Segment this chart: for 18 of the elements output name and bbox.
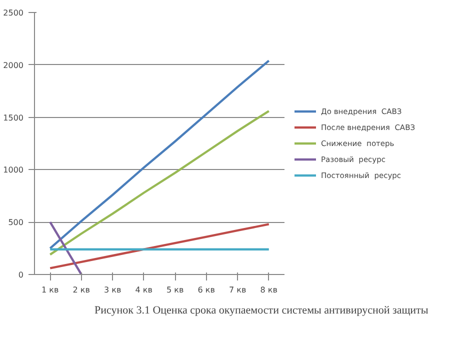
- x-tick-label: 2 кв: [72, 286, 90, 294]
- x-tick-label: 4 кв: [135, 286, 153, 294]
- line-series: [49, 60, 270, 250]
- x-tick-label: 5 кв: [166, 286, 184, 294]
- line-series: [49, 223, 270, 270]
- x-tick-label: 6 кв: [198, 286, 216, 294]
- y-tick-label: 1000: [3, 166, 24, 175]
- y-tick-label: 500: [8, 218, 24, 228]
- text: Рисунок 3.1 Оценка срока окупаемости системы антивирусной защиты: [94, 304, 429, 316]
- x-tick-label: 1 кв: [42, 286, 59, 294]
- y-tick-label: 1500: [3, 113, 24, 122]
- x-tick-label: 7 кв: [229, 286, 246, 294]
- x-tick-label: 8 кв: [260, 286, 278, 294]
- y-tick-label: 0: [18, 270, 24, 280]
- x-tick-label: 3 кв: [104, 286, 122, 294]
- line-series: [49, 110, 270, 256]
- y-tick-label: 2500: [3, 8, 24, 18]
- y-tick-label: 2000: [3, 60, 24, 70]
